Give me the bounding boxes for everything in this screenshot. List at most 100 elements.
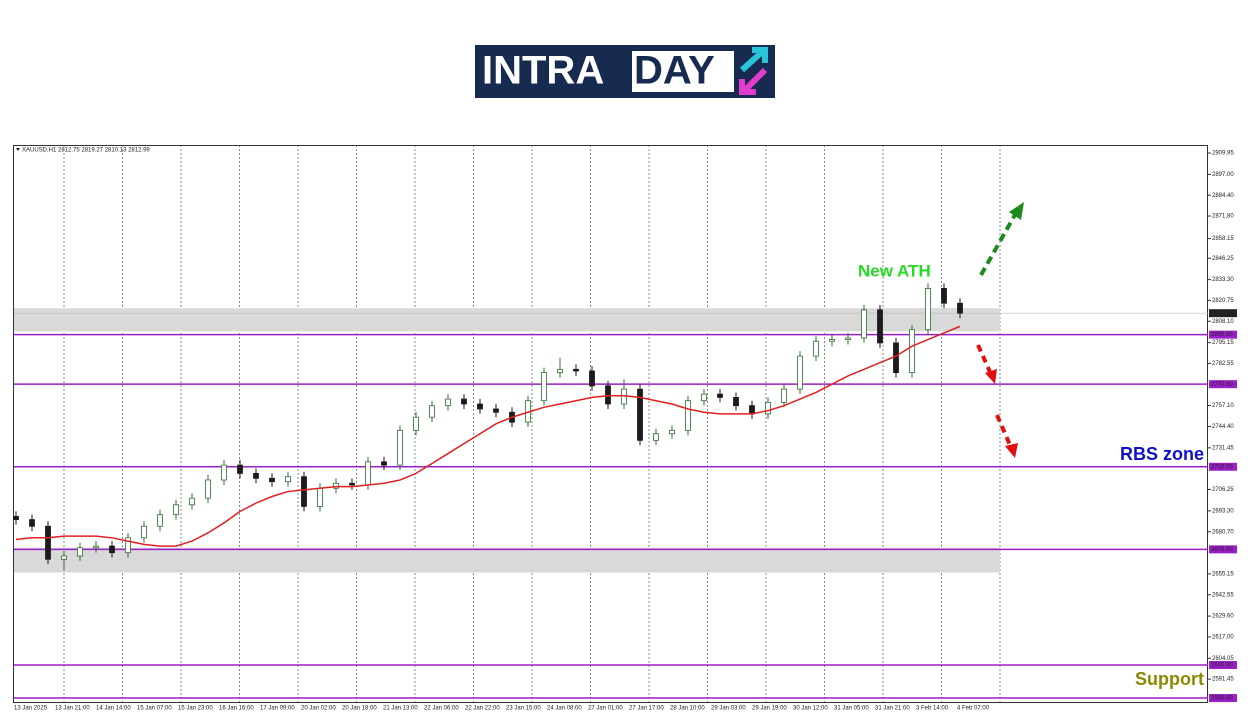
y-tick-label: 2693.30	[1212, 508, 1234, 514]
annotation: New ATH	[858, 261, 931, 280]
candle-body	[653, 433, 659, 441]
y-tick-label: 2731.45	[1212, 445, 1234, 451]
plot-frame	[13, 145, 1208, 703]
y-tick-label: 2604.05	[1212, 656, 1234, 662]
candle-body	[733, 397, 739, 407]
x-tick-label: 13 Jan 2025	[14, 706, 48, 712]
y-tick-label: 2757.10	[1212, 403, 1234, 409]
candle-body	[861, 309, 867, 339]
annotation: Support	[1135, 669, 1204, 689]
x-tick-label: 16 Jan 16:00	[219, 706, 254, 712]
level-label: 2580.00	[1211, 696, 1233, 702]
arrow-head	[1009, 202, 1024, 220]
candle-body	[205, 479, 211, 499]
candle-body	[957, 302, 963, 314]
candle-body	[301, 476, 307, 507]
chart-info: XAUUSD,H1 2812.75 2819.27 2810.13 2812.9…	[22, 148, 150, 154]
candle-body	[77, 547, 83, 557]
y-tick-label: 2846.25	[1212, 256, 1234, 262]
candle-body	[157, 514, 163, 527]
level-label-box	[1209, 330, 1237, 339]
level-label-box	[1209, 462, 1237, 471]
candle-body	[765, 401, 771, 415]
y-tick-label: 2820.75	[1212, 298, 1234, 304]
candle-body	[285, 476, 291, 483]
candle-body	[429, 405, 435, 418]
x-tick-label: 14 Jan 14:00	[96, 706, 131, 712]
y-tick-label: 2617.00	[1212, 634, 1234, 640]
candle-body	[477, 403, 483, 410]
candle-body	[269, 477, 275, 483]
candle-body	[829, 339, 835, 342]
arrows	[976, 202, 1024, 458]
arrow-head	[1005, 443, 1018, 458]
arrow-up	[979, 212, 1018, 276]
candle-body	[893, 342, 899, 374]
x-tick-label: 30 Jan 12:00	[793, 706, 828, 712]
x-tick-label: 20 Jan 18:00	[342, 706, 377, 712]
candle-body	[557, 368, 563, 374]
x-tick-label: 20 Jan 02:00	[301, 706, 336, 712]
candle-body	[637, 388, 643, 441]
candle-body	[253, 472, 259, 479]
candle-body	[29, 519, 35, 527]
candle-body	[45, 525, 51, 560]
x-tick-label: 29 Jan 19:00	[752, 706, 787, 712]
level-label: 2720.00	[1211, 464, 1233, 470]
y-tick-label: 2795.15	[1212, 340, 1234, 346]
logo-icon	[739, 47, 768, 73]
last-price-box	[1209, 309, 1237, 318]
x-tick-label: 21 Jan 13:00	[383, 706, 418, 712]
candle-body	[413, 416, 419, 431]
x-tick-label: 4 Feb 07:00	[957, 706, 990, 712]
candle-body	[493, 408, 499, 413]
y-tick-label: 2909.95	[1212, 151, 1234, 157]
zone	[14, 547, 1000, 573]
candle-body	[797, 355, 803, 390]
x-tick-label: 31 Jan 21:00	[875, 706, 910, 712]
level-label: 2670.00	[1211, 547, 1233, 553]
y-tick-label: 2642.55	[1212, 592, 1234, 598]
logo-icon	[739, 67, 768, 95]
x-tick-label: 17 Jan 09:00	[260, 706, 295, 712]
x-tick-label: 27 Jan 01:00	[588, 706, 623, 712]
candle-body	[445, 398, 451, 407]
candle-body	[925, 287, 931, 331]
candle-body	[13, 515, 19, 521]
candle-body	[173, 504, 179, 516]
level-label-box	[1209, 660, 1237, 669]
moving-average	[15, 325, 961, 547]
zone	[14, 308, 1000, 332]
candle-body	[61, 555, 67, 560]
y-tick-label: 2858.15	[1212, 236, 1234, 242]
candle-body	[909, 329, 915, 374]
y-tick-label: 2808.10	[1212, 319, 1234, 325]
y-tick-label: 2782.55	[1212, 361, 1234, 367]
y-tick-label: 2871.80	[1212, 214, 1234, 220]
y-tick-label: 2591.45	[1212, 677, 1234, 683]
candle-body	[381, 461, 387, 466]
info-icon	[16, 148, 20, 151]
level-label: 2800.00	[1211, 332, 1233, 338]
candle-body	[781, 388, 787, 403]
y-tick-label: 2680.70	[1212, 529, 1234, 535]
level-label: 2600.00	[1211, 663, 1233, 669]
candle-body	[813, 340, 819, 357]
level-label-box	[1209, 380, 1237, 389]
candle-body	[141, 525, 147, 539]
x-tick-label: 23 Jan 15:00	[506, 706, 541, 712]
y-tick-label: 2629.60	[1212, 614, 1234, 620]
candle-body	[685, 400, 691, 431]
candle-body	[589, 370, 595, 387]
candle-body	[845, 337, 851, 340]
x-tick-label: 13 Jan 21:00	[55, 706, 90, 712]
candle-body	[333, 482, 339, 489]
candle-body	[461, 398, 467, 405]
candle-body	[221, 464, 227, 481]
candle-body	[237, 464, 243, 474]
arrow-head	[985, 369, 997, 384]
x-tick-label: 24 Jan 08:00	[547, 706, 582, 712]
candle-body	[109, 545, 115, 554]
last-price-label: 2812.99	[1211, 311, 1233, 317]
